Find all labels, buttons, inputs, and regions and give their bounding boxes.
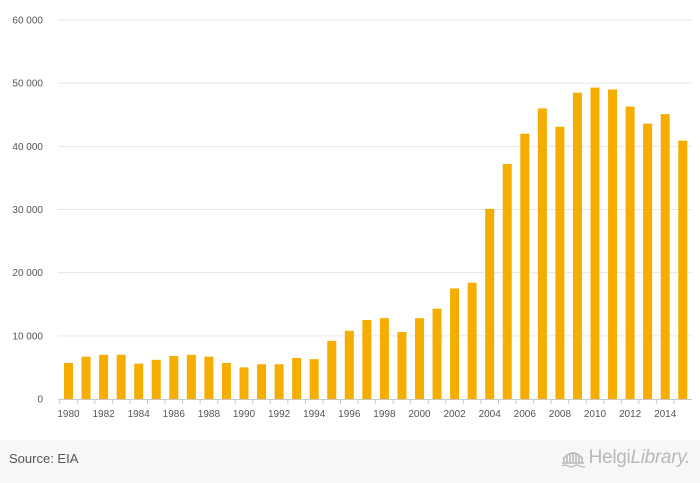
x-tick-label: 2000 (408, 409, 431, 420)
bar-1989 (221, 362, 231, 399)
bar-1984 (134, 363, 144, 399)
bar-1993 (292, 357, 302, 399)
x-tick-label: 1998 (373, 409, 396, 420)
x-tick-label: 1980 (57, 409, 80, 420)
bar-1992 (274, 364, 284, 399)
source-label: Source: EIA (9, 451, 79, 466)
bar-1980 (64, 362, 73, 399)
y-tick-label: 40 000 (12, 142, 43, 153)
y-tick-label: 10 000 (12, 331, 43, 342)
footer: Source: EIA HelgiLibrary. (0, 440, 700, 483)
x-tick-label: 1992 (268, 409, 291, 420)
x-tick-label: 1982 (92, 409, 115, 420)
bar-1997 (362, 320, 372, 399)
x-tick-label: 1984 (128, 409, 151, 420)
y-tick-label: 20 000 (12, 268, 43, 279)
bar-2004 (485, 208, 495, 399)
y-tick-label: 50 000 (12, 79, 43, 90)
logo-text-library: Library. (630, 447, 690, 468)
logo-text-helgi: Helgi (588, 447, 631, 468)
bridge-logo-icon (561, 452, 585, 468)
bar-1998 (379, 318, 389, 399)
bar-chart: 0 10 000 20 000 30 000 40 000 50 000 60 000 19… (12, 16, 692, 420)
bar-1995 (327, 340, 337, 399)
y-tick-label: 60 000 (12, 16, 43, 27)
bar-1996 (344, 330, 354, 399)
bar-2007 (537, 108, 547, 399)
x-tick-label: 1996 (338, 409, 361, 420)
x-tick-label: 2004 (479, 409, 502, 420)
x-tick-label: 1990 (233, 409, 256, 420)
x-tick-label: 2006 (514, 409, 537, 420)
bar-1982 (99, 354, 109, 399)
bar-2001 (432, 308, 442, 399)
x-tick-label: 2014 (654, 409, 677, 420)
bar-2014 (660, 114, 670, 399)
bar-1999 (397, 332, 407, 399)
x-tick-label: 2010 (584, 409, 607, 420)
bar-2013 (643, 123, 653, 400)
x-tick-label: 2012 (619, 409, 642, 420)
bar-2002 (450, 288, 460, 399)
bar-2005 (502, 164, 512, 399)
y-axis-ticks: 0 10 000 20 000 30 000 40 000 50 000 60 000 (12, 16, 43, 406)
bar-2003 (467, 282, 477, 399)
bar-1985 (151, 359, 161, 399)
bar-1988 (204, 356, 214, 399)
bar-2009 (572, 92, 582, 400)
bar-1987 (186, 354, 196, 399)
bar-2011 (608, 89, 618, 399)
bar-2000 (415, 318, 424, 399)
x-axis-ticks: 1980 1982 1984 1986 1988 1990 1992 1994 1996 1998… (57, 399, 677, 420)
bar-1986 (169, 356, 179, 399)
x-tick-label: 2008 (549, 409, 572, 420)
gridlines (58, 19, 692, 337)
bar-2012 (625, 106, 635, 399)
y-tick-label: 30 000 (12, 205, 43, 216)
x-tick-label: 1988 (198, 409, 221, 420)
bar-1991 (257, 364, 267, 399)
bar-1981 (81, 356, 91, 399)
bar-2006 (520, 133, 530, 399)
bar-2010 (590, 87, 600, 400)
x-tick-label: 2002 (443, 409, 466, 420)
bar-1983 (116, 354, 126, 399)
x-tick-label: 1986 (163, 409, 186, 420)
bar-1990 (239, 367, 249, 399)
x-tick-label: 1994 (303, 409, 326, 420)
bar-1994 (309, 359, 319, 399)
bars (64, 87, 688, 400)
y-tick-label: 0 (37, 395, 43, 406)
bar-2015 (678, 140, 688, 400)
bar-2008 (555, 126, 565, 400)
helgi-library-logo: HelgiLibrary. (561, 447, 690, 469)
